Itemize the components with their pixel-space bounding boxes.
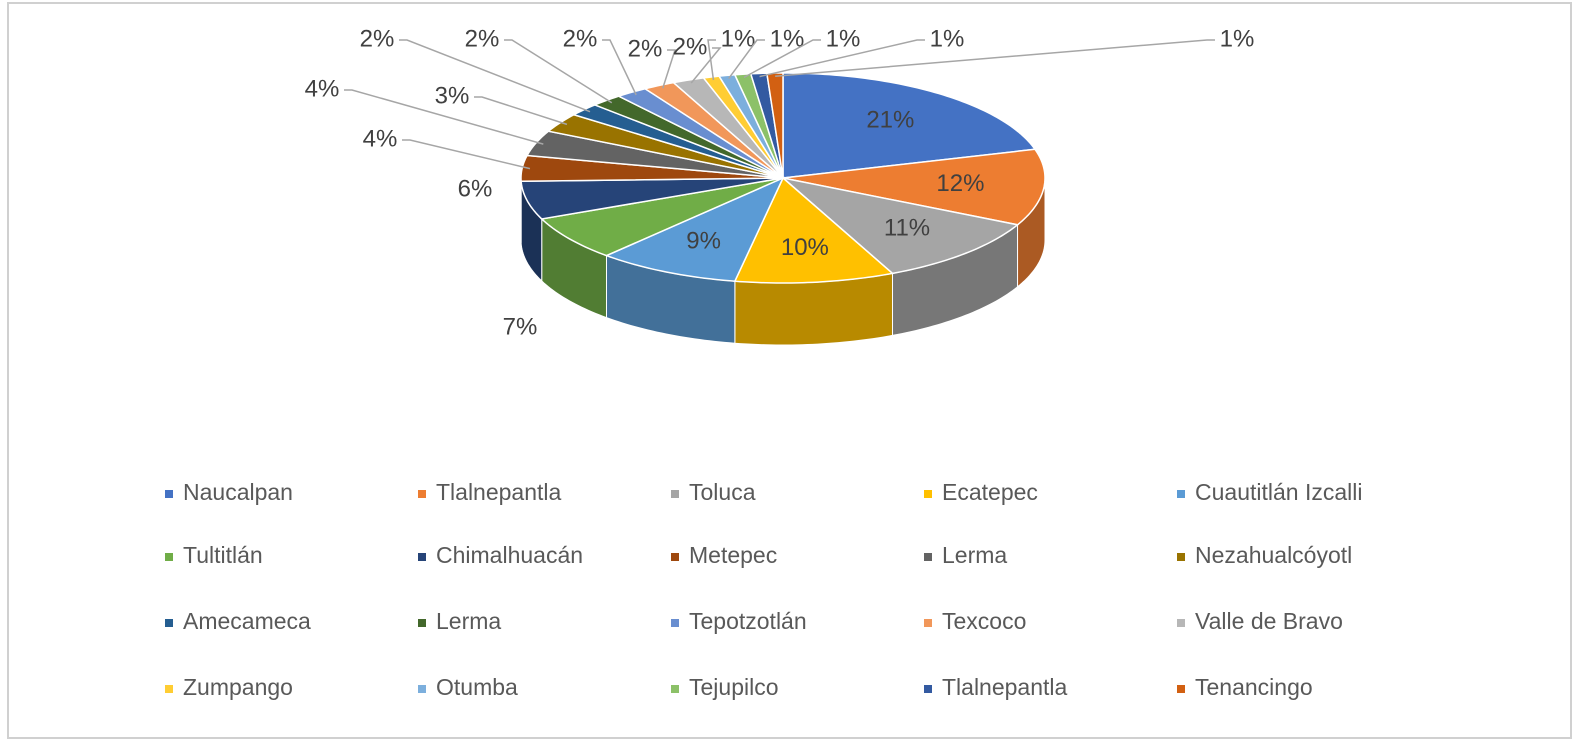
legend-marker (671, 619, 679, 627)
legend-marker (671, 685, 679, 693)
legend-marker (924, 490, 932, 498)
legend-marker (165, 619, 173, 627)
data-label: 10% (781, 234, 829, 261)
data-label: 9% (686, 227, 721, 254)
legend-marker (671, 553, 679, 561)
legend-label: Texcoco (942, 608, 1026, 634)
data-label: 21% (866, 106, 914, 133)
legend-marker (418, 685, 426, 693)
legend-marker (165, 490, 173, 498)
legend-label: Cuautitlán Izcalli (1195, 479, 1362, 505)
legend-label: Lerma (436, 608, 501, 634)
legend-label: Chimalhuacán (436, 542, 583, 568)
data-label: 4% (305, 75, 340, 102)
legend-label: Nezahualcóyotl (1195, 542, 1352, 568)
legend-label: Metepec (689, 542, 777, 568)
legend-marker (671, 490, 679, 498)
legend-marker (165, 553, 173, 561)
data-label: 2% (465, 25, 500, 52)
legend-marker (1177, 685, 1185, 693)
data-label: 1% (930, 25, 965, 52)
data-label: 12% (936, 170, 984, 197)
legend-marker (924, 685, 932, 693)
legend-marker (1177, 619, 1185, 627)
legend-marker (165, 685, 173, 693)
legend-marker (418, 553, 426, 561)
data-label: 11% (884, 215, 930, 242)
data-label: 1% (1220, 25, 1255, 52)
data-label: 2% (563, 25, 598, 52)
legend-marker (418, 490, 426, 498)
legend-label: Zumpango (183, 674, 293, 700)
slice-side (735, 273, 893, 345)
legend-label: Tlalnepantla (942, 674, 1068, 700)
data-label: 2% (360, 25, 395, 52)
legend-label: Naucalpan (183, 479, 293, 505)
legend-label: Otumba (436, 674, 518, 700)
data-label: 2% (628, 35, 663, 62)
data-label: 7% (503, 313, 538, 340)
legend-label: Toluca (689, 479, 756, 505)
legend-label: Tenancingo (1195, 674, 1313, 700)
legend-label: Ecatepec (942, 479, 1038, 505)
data-label: 4% (363, 125, 398, 152)
legend-marker (1177, 490, 1185, 498)
legend-label: Tejupilco (689, 674, 779, 700)
legend-marker (924, 553, 932, 561)
data-label: 6% (458, 175, 493, 202)
legend-marker (418, 619, 426, 627)
legend-label: Lerma (942, 542, 1007, 568)
legend-label: Tepotzotlán (689, 608, 807, 634)
data-label: 2% (673, 33, 708, 60)
data-label: 3% (435, 82, 470, 109)
legend-label: Amecameca (183, 608, 311, 634)
legend-label: Tultitlán (183, 542, 263, 568)
legend-marker (1177, 553, 1185, 561)
legend-label: Valle de Bravo (1195, 608, 1343, 634)
data-label: 1% (826, 25, 861, 52)
legend-marker (924, 619, 932, 627)
legend-label: Tlalnepantla (436, 479, 562, 505)
